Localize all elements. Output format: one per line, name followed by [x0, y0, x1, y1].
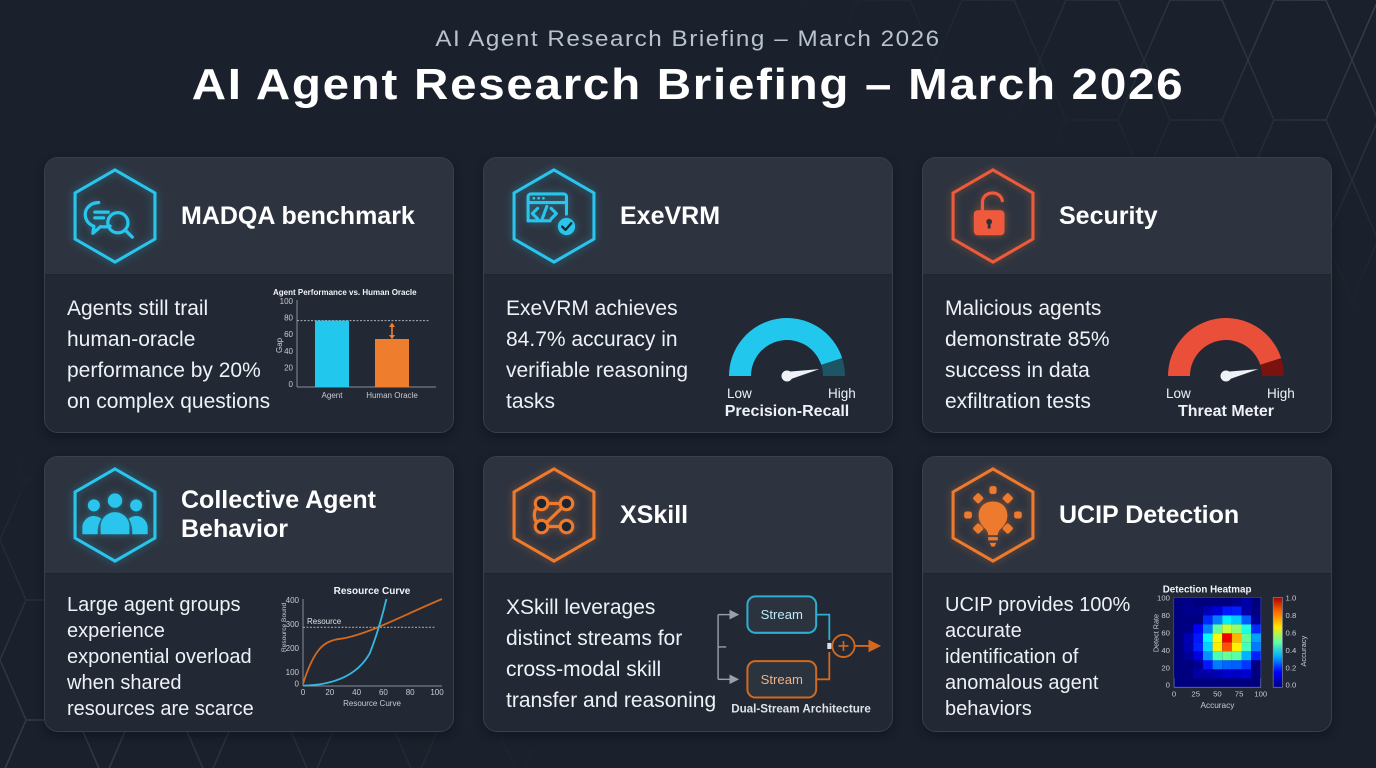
svg-text:Stream: Stream	[761, 672, 803, 687]
svg-text:25: 25	[1191, 690, 1200, 699]
svg-text:0.2: 0.2	[1286, 664, 1297, 673]
svg-text:20: 20	[1161, 664, 1170, 673]
svg-text:Gap: Gap	[275, 337, 284, 353]
svg-text:75: 75	[1235, 690, 1244, 699]
svg-text:60: 60	[284, 330, 293, 339]
svg-text:0: 0	[1172, 690, 1176, 699]
svg-text:80: 80	[406, 688, 415, 697]
svg-text:40: 40	[1161, 646, 1170, 655]
svg-text:0.6: 0.6	[1286, 629, 1297, 638]
svg-text:100: 100	[1254, 690, 1267, 699]
svg-text:100: 100	[1157, 594, 1170, 603]
svg-text:100: 100	[280, 297, 294, 306]
svg-text:Agent Performance vs. Human Or: Agent Performance vs. Human Oracle	[273, 288, 417, 297]
svg-text:0: 0	[1166, 681, 1170, 690]
svg-text:Resource Curve: Resource Curve	[343, 699, 401, 708]
svg-text:60: 60	[1161, 629, 1170, 638]
svg-text:Threat Meter: Threat Meter	[1178, 403, 1274, 420]
svg-text:80: 80	[284, 314, 293, 323]
svg-text:80: 80	[1161, 611, 1170, 620]
svg-text:0.8: 0.8	[1286, 611, 1297, 620]
svg-text:High: High	[828, 386, 856, 401]
svg-text:Detect Rate: Detect Rate	[1152, 614, 1161, 652]
svg-text:60: 60	[379, 688, 388, 697]
svg-text:50: 50	[1213, 690, 1222, 699]
svg-text:Human Oracle: Human Oracle	[366, 391, 418, 400]
svg-text:100: 100	[286, 668, 300, 677]
svg-text:1.0: 1.0	[1286, 594, 1297, 603]
svg-text:Stream: Stream	[761, 607, 803, 622]
svg-text:300: 300	[286, 620, 300, 629]
svg-text:High: High	[1267, 386, 1295, 401]
svg-text:0.0: 0.0	[1286, 681, 1297, 690]
svg-text:0: 0	[295, 680, 300, 689]
svg-text:40: 40	[284, 347, 293, 356]
svg-text:Precision-Recall: Precision-Recall	[725, 403, 850, 420]
svg-text:Agent: Agent	[322, 391, 344, 400]
svg-text:20: 20	[284, 363, 293, 372]
svg-text:Accuracy: Accuracy	[1200, 701, 1235, 710]
svg-text:100: 100	[430, 688, 444, 697]
svg-text:0: 0	[301, 688, 306, 697]
svg-text:Low: Low	[1166, 386, 1191, 401]
svg-text:Resource: Resource	[307, 617, 342, 626]
svg-text:Detection Heatmap: Detection Heatmap	[1163, 584, 1252, 595]
svg-text:Resource Curve: Resource Curve	[334, 586, 411, 597]
svg-text:200: 200	[286, 644, 300, 653]
svg-text:20: 20	[325, 688, 334, 697]
svg-text:400: 400	[286, 596, 300, 605]
svg-text:Accuracy: Accuracy	[1299, 635, 1308, 666]
svg-text:0.4: 0.4	[1286, 646, 1297, 655]
svg-text:Low: Low	[727, 386, 752, 401]
svg-text:Dual-Stream Architecture: Dual-Stream Architecture	[731, 703, 871, 716]
svg-text:0: 0	[289, 380, 294, 389]
svg-text:40: 40	[352, 688, 361, 697]
